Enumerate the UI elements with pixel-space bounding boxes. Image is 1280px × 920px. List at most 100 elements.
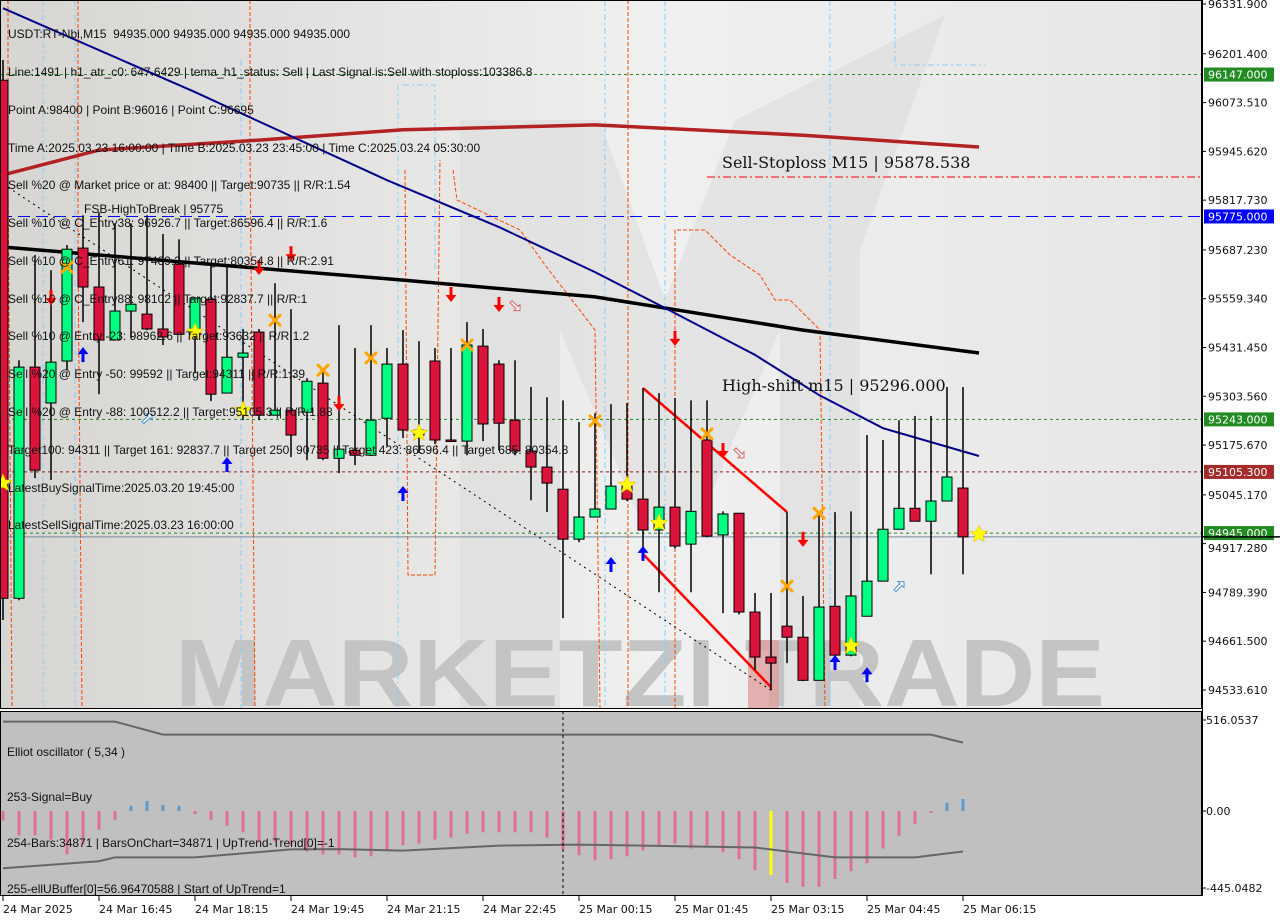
candle-body xyxy=(77,247,89,288)
candle xyxy=(525,386,537,501)
price-tick-label: 94533.610 xyxy=(1208,684,1268,697)
price-tick-label: 95817.730 xyxy=(1208,194,1268,207)
axis-background xyxy=(0,896,1202,920)
candle-body xyxy=(941,476,953,502)
oscillator-bar xyxy=(737,811,741,860)
axis-background xyxy=(1202,0,1280,920)
oscillator-bar xyxy=(145,800,149,811)
oscillator-bar xyxy=(49,811,53,840)
oscillator-bar xyxy=(177,805,181,811)
sell-arrow-icon xyxy=(333,396,345,412)
oscillator-bars: 254-Bars:34871 | BarsOnChart=34871 | UpT… xyxy=(7,836,335,851)
candle-body xyxy=(429,360,441,441)
oscillator-bar xyxy=(417,811,421,844)
info-line: Sell %10 @ C_Entry88: 98102 || Target:92… xyxy=(8,291,308,306)
info-line: Sell %10 @ C_Entry61: 97489.3 || Target:… xyxy=(8,253,334,268)
buy-arrow-icon xyxy=(221,457,233,473)
price-level-badge-label: 95105.300 xyxy=(1208,466,1268,479)
oscillator-bar xyxy=(161,805,165,811)
star-icon xyxy=(617,475,637,493)
candle-body xyxy=(509,419,521,452)
candle xyxy=(541,397,553,513)
candle-body xyxy=(61,248,73,362)
candle xyxy=(301,378,313,461)
candle xyxy=(893,420,905,530)
candle xyxy=(813,512,825,681)
candle-body xyxy=(109,310,121,341)
candle-body xyxy=(13,366,25,599)
oscillator-bar xyxy=(97,811,101,830)
oscillator-bar xyxy=(609,811,613,860)
candle-body xyxy=(205,298,217,395)
candle xyxy=(637,388,649,561)
candle xyxy=(45,270,57,481)
sell-arrow-icon xyxy=(493,296,505,312)
price-tick-label: 96073.510 xyxy=(1208,97,1268,110)
cross-icon xyxy=(364,351,378,365)
candle-body xyxy=(365,419,377,456)
price-tick-label: 95687.230 xyxy=(1208,244,1268,257)
price-level-badge-label: 96147.000 xyxy=(1208,69,1268,82)
oscillator-bar xyxy=(689,811,693,849)
candle-body xyxy=(269,409,281,416)
candle-body xyxy=(29,366,41,471)
candle-body xyxy=(541,466,553,484)
price-level-badge xyxy=(1204,412,1274,427)
candle xyxy=(557,400,569,619)
cross-icon xyxy=(60,260,74,274)
info-line: Sell %10 @ C_Entry38: 96926.7 || Target:… xyxy=(8,216,328,231)
oscillator-bar xyxy=(17,811,21,836)
oscillator-bar xyxy=(241,811,245,833)
time-axis[interactable]: 24 Mar 2025 24 Mar 16:45 24 Mar 18:15 24 Ma… xyxy=(2,896,1036,916)
hollow-up-arrow-icon xyxy=(141,413,153,425)
oscillator-bar xyxy=(257,811,261,842)
high-shift-label: High-shift m15 | 95296.000 xyxy=(722,376,946,395)
candle xyxy=(765,592,777,691)
oscillator-bar xyxy=(945,802,949,811)
candle-body xyxy=(765,656,777,664)
price-tick-label: 94917.280 xyxy=(1208,542,1268,555)
cross-icon xyxy=(268,313,282,327)
oscillator-tick-label: 0.00 xyxy=(1206,805,1231,818)
oscillator-bar xyxy=(289,811,293,846)
buy-arrow-icon xyxy=(605,556,617,572)
oscillator-bar xyxy=(449,811,453,838)
oscillator-bar xyxy=(481,811,485,833)
candle xyxy=(109,223,121,341)
oscillator-bar xyxy=(113,811,117,820)
moving-average-line xyxy=(2,123,980,177)
candle xyxy=(77,215,89,323)
oscillator-bar xyxy=(961,799,965,811)
candle xyxy=(909,415,921,522)
info-line: LatestSellSignalTime:2025.03.23 16:00:00 xyxy=(8,518,234,533)
candle-body xyxy=(173,263,185,335)
price-tick-label: 95175.670 xyxy=(1208,439,1268,452)
time-tick-label: 24 Mar 19:45 xyxy=(291,903,364,916)
oscillator-bar xyxy=(673,811,677,844)
fsb-high-to-break-label: FSB-HighToBreak | 95775 xyxy=(84,202,224,216)
candle-body xyxy=(685,510,697,545)
cross-icon xyxy=(460,338,474,352)
candles xyxy=(0,60,969,691)
candle xyxy=(253,328,265,421)
candle xyxy=(941,386,953,502)
cross-icon xyxy=(780,579,794,593)
hollow-down-arrow-icon xyxy=(733,447,745,459)
time-tick-label: 24 Mar 18:15 xyxy=(195,903,268,916)
candle-body xyxy=(333,448,345,459)
candle xyxy=(477,328,489,442)
oscillator-tick-label: -445.0482 xyxy=(1206,882,1262,895)
horizontal-levels xyxy=(0,74,1201,538)
candle-body xyxy=(717,513,729,536)
info-line: Time A:2025.03.23 16:00:00 | Time B:2025… xyxy=(8,140,481,155)
oscillator-bar xyxy=(705,811,709,846)
candle xyxy=(589,413,601,518)
oscillator-bar xyxy=(369,811,373,857)
candle-body xyxy=(589,508,601,518)
sell-arrow-icon xyxy=(253,259,265,275)
price-tick-label: 96331.900 xyxy=(1208,0,1268,11)
candle-body xyxy=(813,606,825,681)
